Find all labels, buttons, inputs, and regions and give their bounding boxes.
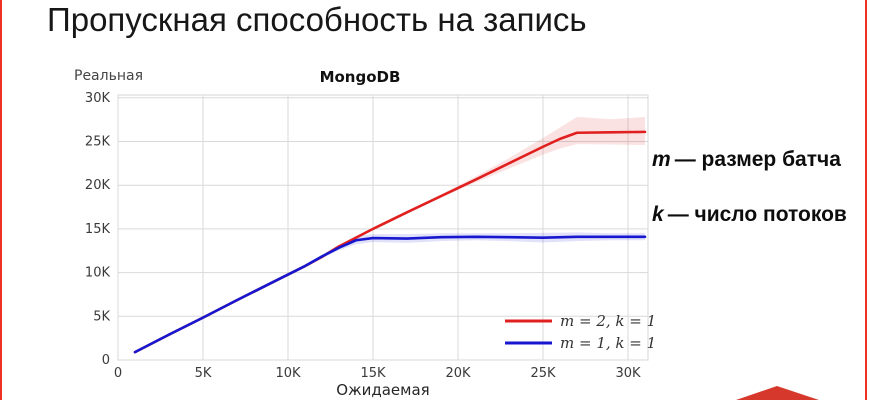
x-tick-label: 5K <box>195 366 212 381</box>
y-tick-label: 20K <box>85 178 111 193</box>
y-tick-label: 5K <box>93 309 110 324</box>
red-diamond-logo <box>736 386 819 400</box>
x-tick-label: 15K <box>360 366 386 381</box>
confidence-band <box>135 117 645 353</box>
y-tick-label: 25K <box>85 135 111 150</box>
annotation-thread-count: k — число потоков <box>652 203 847 227</box>
x-tick-label: 20K <box>445 366 471 381</box>
y-tick-label: 10K <box>85 266 111 281</box>
legend-label: m = 1, k = 1 <box>560 334 656 352</box>
x-axis-title: Ожидаемая <box>336 381 429 399</box>
slide-title: Пропускная способность на запись <box>47 1 587 38</box>
x-tick-label: 30K <box>615 366 641 381</box>
x-tick-label: 25K <box>530 366 556 381</box>
slide-right-border <box>865 0 867 400</box>
annotation-k-symbol: k <box>652 203 664 226</box>
y-axis-title: Реальная <box>74 68 143 84</box>
chart-title: MongoDB <box>320 68 401 86</box>
annotation-batch-size: m — размер батча <box>652 148 841 172</box>
series-line <box>133 235 647 354</box>
red-diamond-logo-shape <box>736 386 819 400</box>
y-tick-label: 30K <box>85 91 111 106</box>
x-tick-label: 10K <box>275 366 301 381</box>
annotation-m-symbol: m <box>652 148 671 171</box>
annotation-m-text: — размер батча <box>674 148 841 171</box>
throughput-chart: 0 5K 10K 15K 20K 25K 30K 0 5K 10K 15K 20K 25K 30K Реал… <box>60 60 660 400</box>
line-chart-canvas: 0 5K 10K 15K 20K 25K 30K 0 5K 10K 15K 20K 25K 30K Реал… <box>74 68 656 399</box>
y-tick-label: 0 <box>102 353 110 368</box>
x-tick-label: 0 <box>114 366 122 381</box>
slide-left-border <box>0 0 2 400</box>
y-tick-label: 15K <box>85 222 111 237</box>
legend-label: m = 2, k = 1 <box>560 312 656 330</box>
annotation-k-text: — число потоков <box>667 203 847 226</box>
